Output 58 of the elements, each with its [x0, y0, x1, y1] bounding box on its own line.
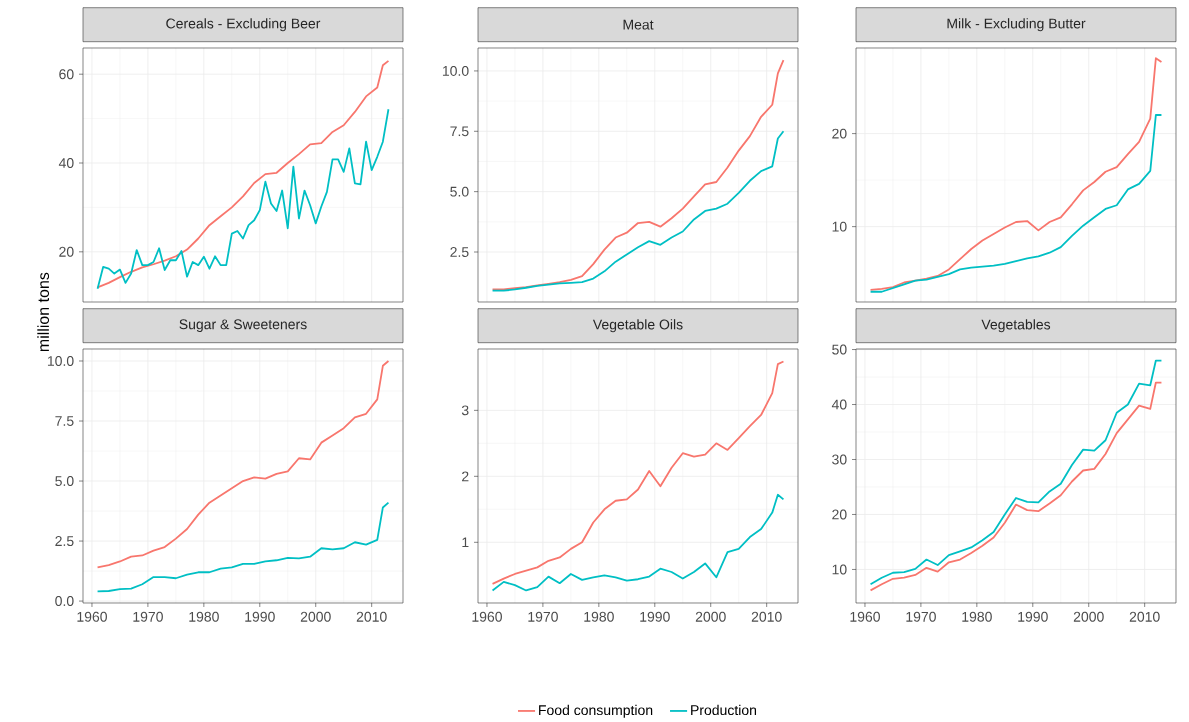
y-tick-label: 0.0: [55, 596, 74, 607]
y-tick-label: 20: [59, 246, 74, 257]
y-tick-label: 10.0: [442, 65, 469, 76]
line-series: [491, 493, 785, 592]
x-tick-label: 1970: [528, 611, 558, 622]
line-series: [491, 360, 785, 585]
y-tick-label: 40: [58, 158, 74, 168]
y-tick-label: 10: [832, 564, 847, 575]
x-tick-label: 2000: [300, 611, 331, 622]
x-tick-label: 1960: [850, 611, 880, 622]
legend-label: Production: [691, 704, 757, 716]
y-tick-label: 20: [832, 128, 847, 139]
line-series: [869, 57, 1163, 291]
y-tick-label: 40: [831, 399, 847, 410]
y-tick-label: 7.5: [450, 126, 469, 137]
y-tick-label: 20: [832, 509, 847, 520]
y-tick-label: 7.5: [55, 416, 74, 426]
x-tick-label: 1990: [245, 611, 275, 622]
chart-title: Vegetables: [981, 319, 1051, 333]
line-series: [96, 360, 390, 569]
y-tick-label: 3: [461, 405, 469, 416]
y-tick-label: 5.0: [55, 476, 74, 486]
y-tick-label: 5.0: [450, 186, 469, 197]
x-tick-label: 1970: [906, 611, 936, 622]
x-tick-label: 1980: [189, 611, 219, 622]
x-tick-label: 2010: [751, 611, 782, 622]
y-tick-label: 2.5: [450, 247, 469, 257]
x-tick-label: 2000: [1073, 611, 1104, 622]
line-series: [96, 59, 390, 289]
x-tick-label: 1970: [133, 611, 163, 622]
line-series: [96, 108, 390, 290]
x-tick-label: 2000: [695, 611, 726, 622]
y-tick-label: 60: [59, 69, 74, 80]
line-series: [96, 501, 390, 593]
line-series: [491, 59, 785, 291]
x-tick-label: 2010: [356, 611, 387, 622]
chart-title: Sugar & Sweeteners: [179, 319, 307, 333]
legend-label: Food consumption: [539, 704, 653, 718]
y-tick-label: 2: [462, 471, 469, 482]
x-tick-label: 1980: [962, 611, 992, 622]
y-tick-label: 10.0: [47, 356, 74, 366]
x-tick-label: 1960: [472, 611, 502, 622]
y-tick-label: 2.5: [55, 536, 74, 547]
y-axis-title: million tons: [37, 272, 50, 352]
x-tick-label: 2010: [1129, 611, 1160, 622]
x-tick-label: 1990: [1018, 611, 1048, 622]
chart-title: Meat: [623, 19, 654, 30]
x-tick-label: 1980: [584, 611, 614, 622]
y-tick-label: 10: [832, 221, 847, 232]
chart-title: Vegetable Oils: [592, 319, 683, 333]
y-tick-label: 30: [832, 454, 847, 465]
line-series: [491, 130, 785, 292]
y-tick-label: 1: [462, 537, 469, 548]
chart-title: Cereals - Excluding Beer: [166, 18, 321, 32]
x-tick-label: 1960: [77, 611, 107, 622]
chart-title: Milk - Excluding Butter: [947, 18, 1086, 32]
x-tick-label: 1990: [640, 611, 670, 622]
y-tick-label: 50: [832, 344, 847, 355]
